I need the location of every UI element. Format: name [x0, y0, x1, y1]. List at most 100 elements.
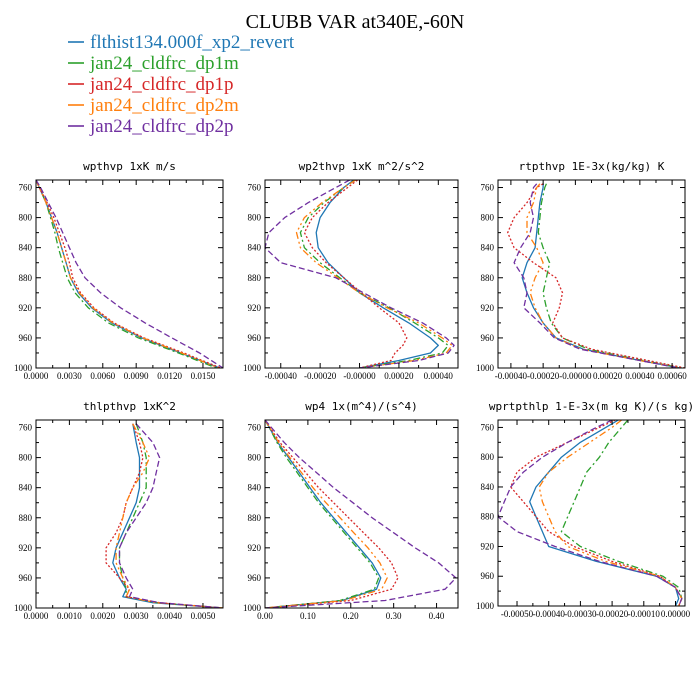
- x-tick-label: 0.30: [386, 611, 402, 621]
- x-tick-label: 0.00040: [625, 371, 655, 381]
- y-tick-label: 880: [248, 513, 262, 523]
- y-tick-label: 840: [481, 482, 495, 492]
- panel-frame: [35, 179, 224, 369]
- series-line: [510, 420, 683, 606]
- x-tick-label: 0.00000: [661, 609, 691, 619]
- panel-title: wpthvp 1xK m/s: [83, 160, 176, 173]
- x-tick-label: 0.0000: [24, 371, 49, 381]
- x-tick-label: 0.0090: [124, 371, 149, 381]
- y-tick-label: 920: [248, 303, 262, 313]
- series-line: [538, 420, 683, 606]
- legend: flthist134.000f_xp2_revertjan24_cldfrc_d…: [68, 32, 295, 137]
- panel-title: rtpthvp 1E-3x(kg/kg) K: [519, 160, 665, 173]
- y-tick-label: 880: [248, 273, 262, 283]
- y-tick-label: 840: [248, 243, 262, 253]
- panel-frame: [497, 419, 686, 607]
- y-tick-label: 920: [19, 543, 33, 553]
- series-line: [118, 423, 223, 608]
- y-tick-label: 960: [481, 571, 495, 581]
- series-line: [507, 183, 685, 368]
- y-tick-label: 920: [481, 541, 495, 551]
- y-tick-label: 1000: [14, 363, 33, 373]
- x-tick-label: 0.0150: [191, 371, 216, 381]
- y-tick-label: 960: [248, 573, 262, 583]
- series-line: [498, 420, 683, 606]
- x-tick-label: 0.00020: [593, 371, 623, 381]
- legend-item: jan24_cldfrc_dp1p: [68, 74, 234, 95]
- y-tick-label: 960: [19, 333, 33, 343]
- chart-panel: wp2thvp 1xK m^2/s^2 760 800 840 880 920 960 100…: [243, 160, 459, 381]
- series-line: [265, 420, 380, 608]
- y-tick-label: 800: [481, 452, 495, 462]
- y-tick-label: 880: [19, 273, 33, 283]
- x-tick-label: 0.00060: [657, 371, 687, 381]
- y-tick-label: 840: [481, 243, 495, 253]
- legend-label: jan24_cldfrc_dp2p: [89, 116, 234, 137]
- legend-item: jan24_cldfrc_dp1m: [68, 53, 239, 74]
- legend-label: flthist134.000f_xp2_revert: [90, 32, 295, 53]
- y-tick-label: 840: [248, 483, 262, 493]
- y-tick-label: 1000: [243, 603, 262, 613]
- panel-frame: [264, 419, 459, 609]
- panel-frame: [264, 179, 459, 369]
- y-tick-label: 800: [19, 453, 33, 463]
- series-line: [265, 420, 388, 608]
- series-group: [507, 183, 685, 368]
- panels: wpthvp 1xK m/s76080084088092096010000.00…: [14, 160, 694, 621]
- series-group: [36, 180, 223, 368]
- y-tick-label: 880: [481, 273, 495, 283]
- panel-title: wp4 1x(m^4)/(s^4): [305, 400, 418, 413]
- y-tick-label: 880: [481, 512, 495, 522]
- legend-label: jan24_cldfrc_dp2m: [89, 95, 239, 116]
- panel-frame: [35, 419, 224, 609]
- y-tick-label: 760: [248, 183, 262, 193]
- series-line: [560, 420, 683, 606]
- panel-title: wp2thvp 1xK m^2/s^2: [299, 160, 425, 173]
- y-tick-label: 1000: [243, 363, 262, 373]
- x-tick-label: 0.0030: [57, 371, 82, 381]
- series-group: [105, 423, 223, 608]
- series-line: [265, 420, 382, 608]
- panel-title: thlpthvp 1xK^2: [83, 400, 176, 413]
- x-tick-label: -0.00020: [596, 609, 629, 619]
- x-tick-label: 0.0050: [191, 611, 216, 621]
- y-tick-label: 840: [19, 243, 33, 253]
- x-tick-label: -0.00040: [495, 371, 528, 381]
- y-tick-label: 760: [481, 183, 495, 193]
- x-tick-label: -0.00020: [304, 371, 337, 381]
- x-tick-label: -0.00020: [527, 371, 560, 381]
- x-tick-label: 0.20: [343, 611, 359, 621]
- series-line: [526, 183, 681, 368]
- x-tick-label: 0.0000: [24, 611, 49, 621]
- y-tick-label: 760: [481, 422, 495, 432]
- chart-panel: wp4 1x(m^4)/(s^4)76080084088092096010000…: [243, 400, 459, 621]
- legend-item: jan24_cldfrc_dp2p: [68, 116, 234, 137]
- series-line: [537, 183, 682, 368]
- y-tick-label: 1000: [476, 601, 495, 611]
- x-tick-label: 0.00: [257, 611, 273, 621]
- y-tick-label: 880: [19, 513, 33, 523]
- x-tick-label: 0.0040: [157, 611, 182, 621]
- y-tick-label: 960: [248, 333, 262, 343]
- y-tick-label: 800: [248, 453, 262, 463]
- x-tick-label: 0.0020: [90, 611, 115, 621]
- chart-panel: wpthvp 1xK m/s76080084088092096010000.00…: [14, 160, 224, 381]
- y-tick-label: 840: [19, 483, 33, 493]
- y-tick-label: 760: [19, 183, 33, 193]
- series-group: [265, 180, 455, 368]
- series-line: [115, 423, 223, 608]
- y-tick-label: 1000: [476, 363, 495, 373]
- y-tick-label: 920: [481, 303, 495, 313]
- x-tick-label: 0.00040: [424, 371, 454, 381]
- x-tick-label: 0.0060: [90, 371, 115, 381]
- y-tick-label: 760: [19, 423, 33, 433]
- x-tick-label: -0.00000: [559, 371, 592, 381]
- y-tick-label: 760: [248, 423, 262, 433]
- x-tick-label: -0.00010: [628, 609, 661, 619]
- series-line: [303, 180, 408, 368]
- x-tick-label: 0.0010: [57, 611, 82, 621]
- series-line: [265, 420, 457, 608]
- y-tick-label: 920: [19, 303, 33, 313]
- x-tick-label: -0.00040: [265, 371, 298, 381]
